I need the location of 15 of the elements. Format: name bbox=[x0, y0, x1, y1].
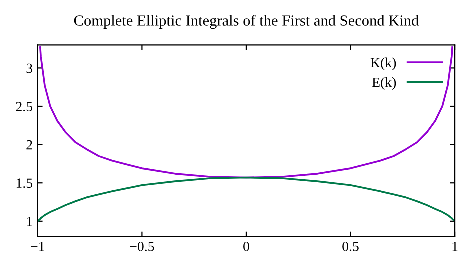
x-tick-label: 1 bbox=[452, 242, 458, 252]
y-tick-label: 2 bbox=[26, 140, 32, 150]
legend-label: K(k) bbox=[370, 58, 396, 70]
x-tick-label: 0.5 bbox=[342, 242, 359, 252]
y-tick-label: 1 bbox=[27, 217, 32, 226]
chart-title: Complete Elliptic Integrals of the First and Second Kind bbox=[74, 15, 419, 30]
line-series bbox=[40, 46, 454, 179]
y-tick-label: 1.5 bbox=[16, 178, 33, 188]
x-tick-label: 0 bbox=[244, 242, 250, 252]
y-tick-label: 3 bbox=[26, 64, 33, 74]
y-tick-label: 2.5 bbox=[16, 102, 33, 112]
line-series bbox=[38, 176, 456, 222]
legend-label: E(k) bbox=[372, 77, 396, 90]
x-tick-label: −1 bbox=[31, 242, 44, 252]
x-tick-label: −0.5 bbox=[130, 242, 154, 252]
